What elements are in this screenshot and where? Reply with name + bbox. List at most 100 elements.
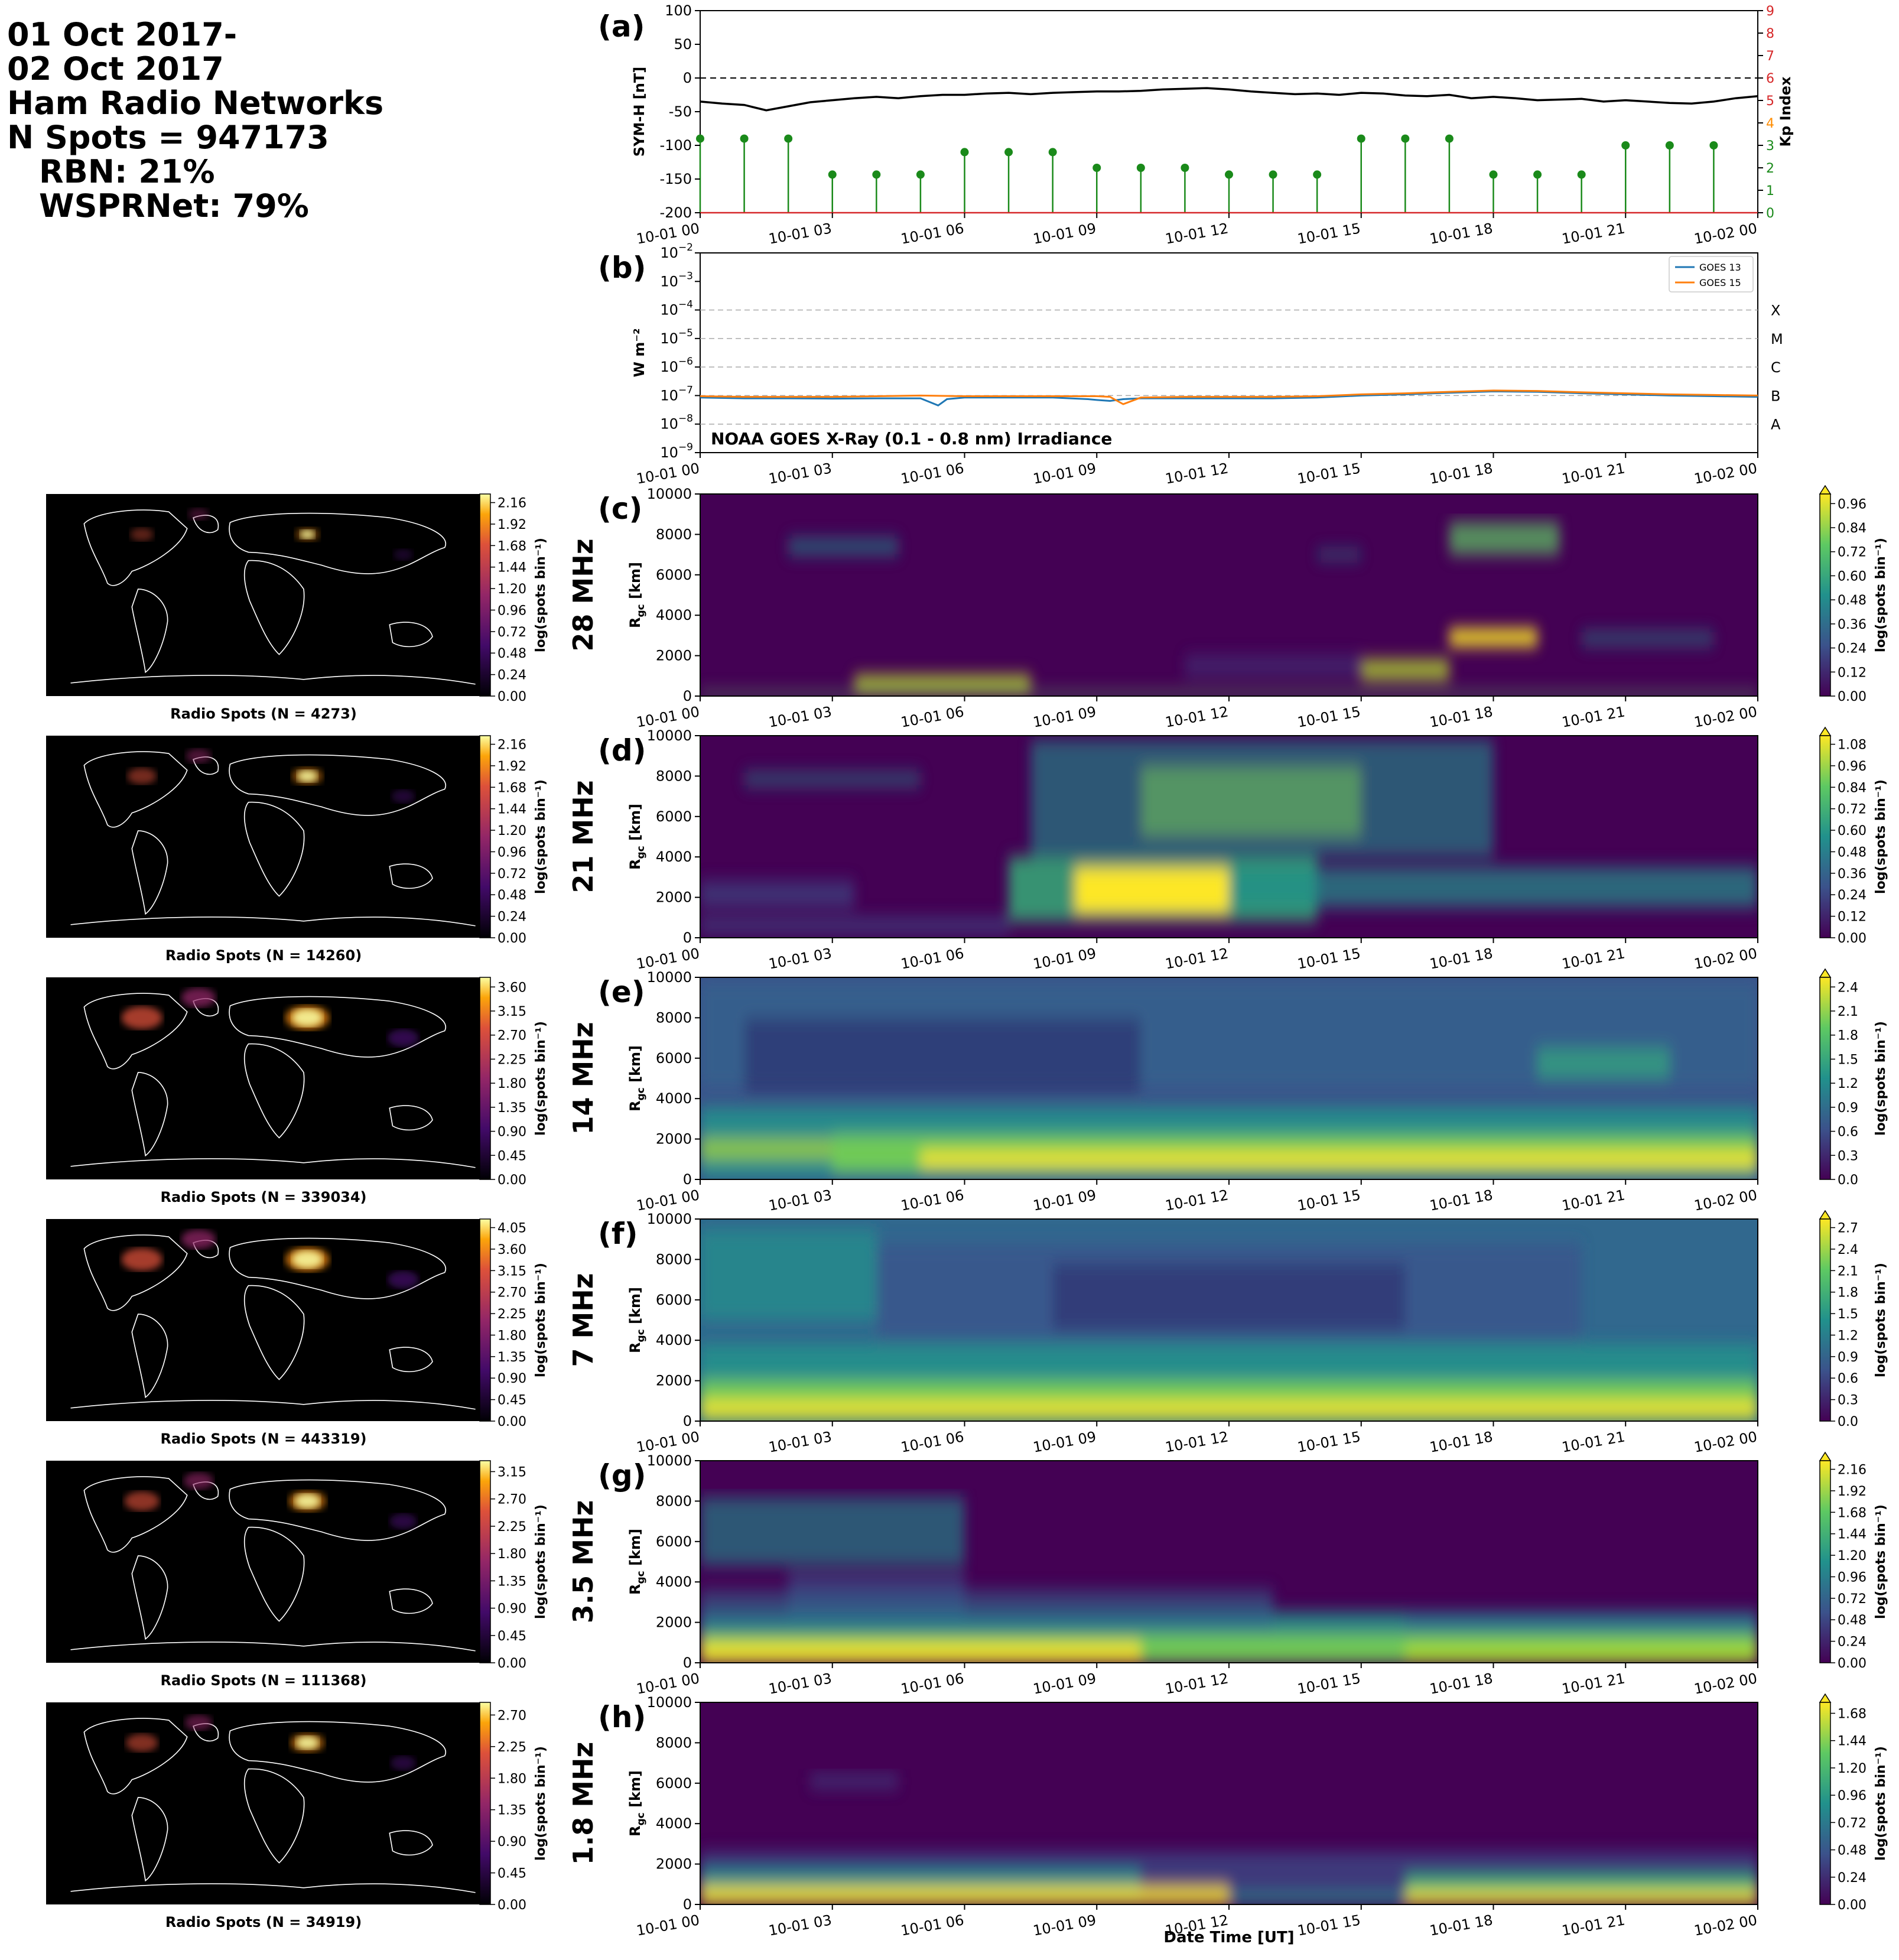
map-colorbar-tick-label: 1.68 bbox=[497, 539, 526, 554]
coastline bbox=[389, 863, 433, 889]
map-colorbar bbox=[479, 1702, 491, 1905]
heatmap-colorbar-tick-label: 2.7 bbox=[1838, 1221, 1858, 1236]
heatmap-colorbar bbox=[1819, 493, 1831, 697]
range-tick-label: 8000 bbox=[656, 1734, 692, 1751]
coastline bbox=[229, 1721, 447, 1783]
world-map-background bbox=[46, 736, 482, 938]
map-colorbar-tick-label: 0.45 bbox=[497, 1629, 526, 1644]
map-colorbar-tick-label: 1.92 bbox=[497, 759, 526, 774]
panel-e-x-tick-label: 10-01 21 bbox=[1560, 1187, 1626, 1214]
map-colorbar-tick-label: 2.25 bbox=[497, 1052, 526, 1067]
panel-g-x-tick-label: 10-01 06 bbox=[899, 1670, 965, 1697]
map-colorbar-tick-label: 1.80 bbox=[497, 1328, 526, 1343]
heatmap-colorbar-label: log(spots bin⁻¹) bbox=[1874, 779, 1888, 894]
heatmap-region bbox=[1537, 1048, 1670, 1078]
kp-tick-label: 8 bbox=[1766, 27, 1774, 41]
spot-density bbox=[121, 1006, 162, 1029]
panel-d-x-tick-label: 10-01 09 bbox=[1032, 945, 1097, 972]
heatmap-region bbox=[700, 1886, 1229, 1904]
coastline bbox=[131, 1797, 168, 1882]
spot-density bbox=[188, 508, 209, 521]
panel-e-x-tick-label: 10-01 12 bbox=[1164, 1187, 1230, 1214]
panel-e-x-tick-label: 10-02 00 bbox=[1693, 1187, 1758, 1214]
coastline bbox=[389, 1588, 433, 1614]
range-tick-label: 10000 bbox=[647, 727, 692, 744]
spot-peak bbox=[295, 1736, 319, 1750]
kp-marker bbox=[960, 148, 969, 157]
range-tick-label: 0 bbox=[683, 1655, 692, 1671]
heatmap-colorbar-tick-label: 0.48 bbox=[1838, 1844, 1867, 1858]
panel-d: Radio Spots (N = 14260) 0.00 0.24 0.48 0.72 0… bbox=[46, 726, 1888, 973]
heatmap-colorbar-tick-label: 1.2 bbox=[1838, 1077, 1858, 1091]
panel-g-x-tick-label: 10-01 18 bbox=[1428, 1670, 1494, 1697]
panel-b-x-tick-label: 10-01 09 bbox=[1032, 460, 1097, 487]
heatmap-colorbar-tick-label: 0.00 bbox=[1838, 931, 1867, 946]
kp-marker bbox=[1004, 148, 1013, 157]
panel-h-x-tick-label: 10-01 06 bbox=[899, 1912, 965, 1939]
map-colorbar-tick-label: 0.00 bbox=[497, 1415, 526, 1429]
map-colorbar-tick-label: 2.70 bbox=[497, 1708, 526, 1723]
panel-label: (g) bbox=[598, 1458, 646, 1493]
heatmap-region bbox=[1140, 766, 1361, 837]
panel-d-x-tick-label: 10-01 00 bbox=[635, 945, 701, 972]
map-colorbar-tick-label: 0.00 bbox=[497, 1173, 526, 1188]
world-map-background bbox=[46, 1461, 482, 1663]
heatmap-region bbox=[920, 1151, 1758, 1168]
spot-density bbox=[183, 1472, 214, 1490]
heatmap-region bbox=[700, 1139, 833, 1159]
panel-a-x-tick-label: 10-01 09 bbox=[1032, 220, 1097, 247]
spot-density bbox=[390, 1756, 416, 1770]
symh-tick-label: -200 bbox=[660, 204, 692, 221]
range-tick-label: 6000 bbox=[656, 1292, 692, 1308]
header-networks: Ham Radio Networks bbox=[7, 84, 384, 122]
symh-line bbox=[700, 87, 1758, 112]
heatmap-colorbar-tick-label: 0.72 bbox=[1838, 1816, 1867, 1831]
range-tick-label: 0 bbox=[683, 688, 692, 704]
band-label: 3.5 MHz bbox=[567, 1500, 599, 1624]
kp-tick-label: 9 bbox=[1766, 4, 1774, 19]
spot-density bbox=[186, 748, 212, 763]
coastline bbox=[83, 1234, 188, 1311]
coastline bbox=[83, 509, 188, 586]
band-label: 14 MHz bbox=[567, 1022, 599, 1135]
coastline bbox=[70, 916, 476, 927]
kp-marker bbox=[1533, 170, 1542, 179]
symh-axis-label: SYM-H [nT] bbox=[631, 67, 648, 157]
range-tick-label: 8000 bbox=[656, 1009, 692, 1026]
panel-h-x-tick-label: 10-01 21 bbox=[1560, 1912, 1626, 1939]
heatmap-region bbox=[1405, 1890, 1758, 1904]
range-tick-label: 6000 bbox=[656, 1775, 692, 1792]
map-colorbar-tick-label: 0.00 bbox=[497, 931, 526, 946]
header-wsprnet: WSPRNet: 79% bbox=[39, 187, 309, 225]
coastline bbox=[131, 1555, 168, 1640]
heatmap-c bbox=[700, 494, 1758, 696]
spot-peak bbox=[300, 529, 315, 539]
spot-density bbox=[125, 1733, 158, 1752]
panel-h-x-tick-label: 10-01 09 bbox=[1032, 1912, 1097, 1939]
coastline bbox=[389, 1830, 433, 1856]
map-colorbar-tick-label: 1.20 bbox=[497, 582, 526, 597]
spot-density bbox=[184, 1714, 213, 1731]
heatmap-colorbar-label: log(spots bin⁻¹) bbox=[1874, 1021, 1888, 1136]
panel-g-x-tick-label: 10-01 21 bbox=[1560, 1670, 1626, 1697]
map-colorbar-tick-label: 1.80 bbox=[497, 1077, 526, 1091]
header-nspots: N Spots = 947173 bbox=[7, 119, 329, 156]
range-tick-label: 4000 bbox=[656, 849, 692, 865]
legend-goes13: GOES 13 bbox=[1699, 262, 1741, 273]
heatmap-colorbar-tick-label: 0.0 bbox=[1838, 1415, 1858, 1429]
panel-e-x-tick-label: 10-01 03 bbox=[768, 1187, 833, 1214]
panel-d-x-tick-label: 10-01 03 bbox=[768, 945, 833, 972]
range-tick-label: 4000 bbox=[656, 607, 692, 623]
kp-tick-label: 5 bbox=[1766, 94, 1774, 109]
kp-marker bbox=[1445, 134, 1453, 143]
panel-c: Radio Spots (N = 4273) 0.00 0.24 0.48 0.72 0.… bbox=[46, 485, 1888, 731]
heatmap-colorbar bbox=[1819, 977, 1831, 1180]
map-caption: Radio Spots (N = 4273) bbox=[170, 706, 357, 722]
map-caption: Radio Spots (N = 443319) bbox=[160, 1431, 366, 1447]
heatmap-colorbar-tick-label: 0.00 bbox=[1838, 690, 1867, 704]
flare-class-label: X bbox=[1771, 303, 1780, 319]
coastline bbox=[70, 675, 476, 685]
coastline bbox=[131, 830, 168, 915]
coastline bbox=[229, 996, 447, 1058]
